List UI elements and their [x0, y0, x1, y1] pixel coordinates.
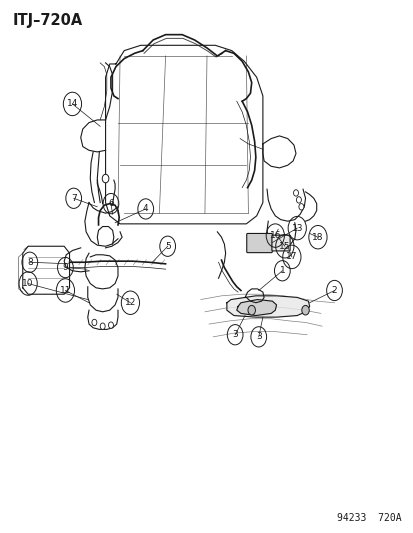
Text: 10: 10 [22, 279, 34, 288]
Text: 6: 6 [108, 199, 114, 208]
Circle shape [301, 305, 309, 315]
Text: 94233  720A: 94233 720A [336, 513, 401, 523]
Text: 8: 8 [27, 258, 33, 266]
Text: 4: 4 [142, 205, 148, 213]
FancyBboxPatch shape [246, 233, 272, 253]
Circle shape [108, 322, 113, 328]
Text: ITJ–720A: ITJ–720A [12, 13, 83, 28]
Polygon shape [236, 300, 276, 316]
Circle shape [92, 319, 97, 326]
Circle shape [296, 197, 301, 203]
Text: 7: 7 [71, 194, 76, 203]
Text: 16: 16 [269, 231, 280, 240]
Circle shape [298, 204, 303, 210]
Text: 3: 3 [232, 330, 237, 339]
Text: 14: 14 [66, 100, 78, 108]
Circle shape [293, 190, 298, 196]
Text: 3: 3 [255, 333, 261, 341]
Text: 18: 18 [311, 233, 323, 241]
Text: 9: 9 [62, 263, 68, 272]
Text: 12: 12 [124, 298, 136, 307]
Text: 2: 2 [331, 286, 337, 295]
Text: 13: 13 [291, 224, 302, 232]
Text: 1: 1 [279, 266, 285, 275]
Circle shape [247, 305, 255, 315]
Text: 17: 17 [285, 253, 297, 261]
Text: 5: 5 [164, 242, 170, 251]
Polygon shape [226, 296, 309, 317]
Circle shape [100, 323, 105, 329]
Text: 15: 15 [278, 242, 290, 251]
Circle shape [102, 174, 109, 183]
Text: 11: 11 [59, 286, 71, 295]
FancyBboxPatch shape [271, 235, 290, 251]
